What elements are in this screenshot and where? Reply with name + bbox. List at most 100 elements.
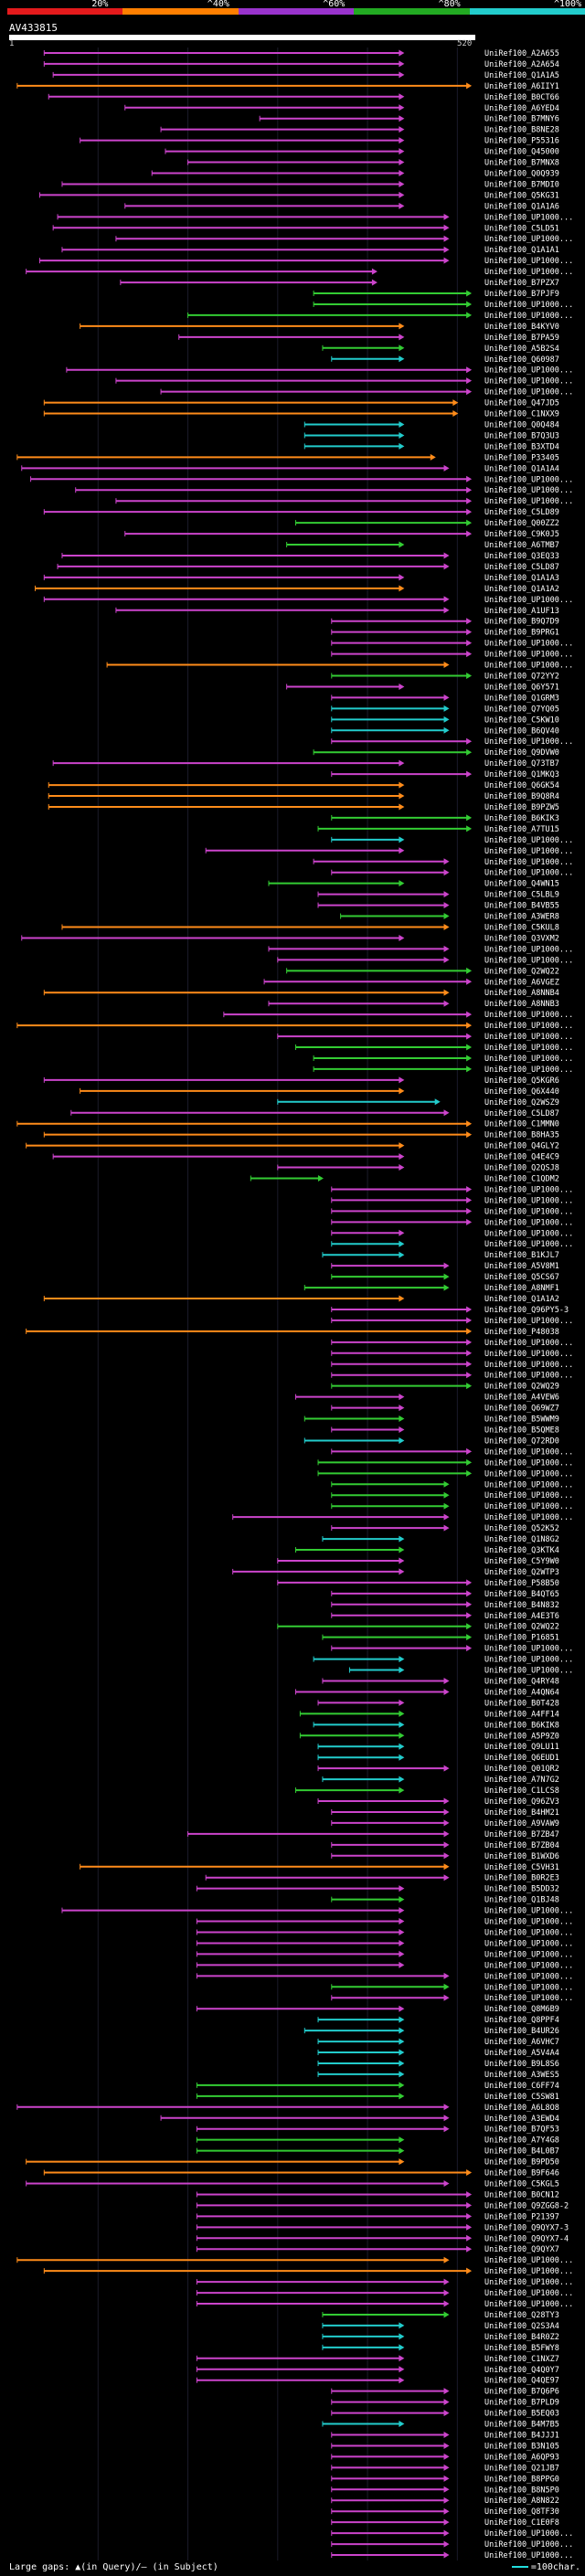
hit-label: UniRef100_UP1000... — [484, 1447, 573, 1457]
hit-arrowhead — [443, 2507, 450, 2515]
hit-label: UniRef100_C5LD89 — [484, 508, 559, 517]
hit-arrowhead — [466, 618, 473, 625]
hit-arrowhead — [466, 1055, 473, 1062]
hit-label: UniRef100_Q96ZV3 — [484, 1797, 559, 1807]
gap-legend: Large gaps: ▲(in Query)/– (in Subject) — [9, 2562, 218, 2572]
hit-label: UniRef100_UP1000... — [484, 301, 573, 310]
hit-label: UniRef100_B7PLD9 — [484, 2399, 559, 2408]
hit-label: UniRef100_A6L8O8 — [484, 2104, 559, 2113]
hit-label: UniRef100_A8NMF1 — [484, 1284, 559, 1293]
hit-arrowhead — [399, 836, 405, 843]
hit-label: UniRef100_UP1000... — [484, 737, 573, 747]
hit-label: UniRef100_Q7YQ05 — [484, 705, 559, 714]
hit-arrowhead — [443, 2551, 450, 2559]
scale-segment — [354, 8, 470, 15]
hit-arrowhead — [399, 803, 405, 811]
hit-arrowhead — [399, 585, 405, 592]
hit-arrowhead — [466, 1372, 473, 1379]
hit-label: UniRef100_UP1000... — [484, 956, 573, 965]
hit-label: UniRef100_B5QME8 — [484, 1426, 559, 1436]
hit-label: UniRef100_B6KIK3 — [484, 814, 559, 823]
hit-arrowhead — [399, 1754, 405, 1761]
hit-arrowhead — [443, 2180, 450, 2187]
hit-arrowhead — [466, 640, 473, 647]
scale-label: 20% — [91, 0, 109, 9]
hit-arrowhead — [399, 93, 405, 101]
hit-arrowhead — [466, 1022, 473, 1029]
hit-label: UniRef100_Q2WQ22 — [484, 1623, 559, 1632]
hit-label: UniRef100_A3EWD4 — [484, 2115, 559, 2124]
hit-arrowhead — [443, 694, 450, 701]
hit-arrowhead — [466, 1196, 473, 1203]
hit-arrowhead — [443, 924, 450, 930]
hit-label: UniRef100_UP1000... — [484, 1065, 573, 1075]
hit-arrowhead — [466, 475, 473, 482]
hit-label: UniRef100_UP1000... — [484, 1229, 573, 1238]
hit-label: UniRef100_UP1000... — [484, 475, 573, 484]
hit-label: UniRef100_B7PJF9 — [484, 290, 559, 299]
hit-arrowhead — [443, 2125, 450, 2133]
hit-label: UniRef100_A5V8M1 — [484, 1262, 559, 1271]
hit-label: UniRef100_B4N832 — [484, 1601, 559, 1610]
hit-label: UniRef100_Q0Q484 — [484, 421, 559, 430]
hit-label: UniRef100_A2A655 — [484, 49, 559, 58]
hit-label: UniRef100_UP1000... — [484, 1491, 573, 1500]
hit-arrowhead — [434, 1098, 441, 1106]
hit-arrowhead — [399, 1535, 405, 1542]
hit-arrowhead — [443, 1874, 450, 1882]
hit-label: UniRef100_A4VEW6 — [484, 1394, 559, 1403]
hit-label: UniRef100_Q4Q0Y7 — [484, 2366, 559, 2375]
hit-label: UniRef100_UP1000... — [484, 2256, 573, 2265]
hit-label: UniRef100_Q1A1A4 — [484, 464, 559, 473]
hit-arrowhead — [466, 673, 473, 679]
hit-arrowhead — [443, 2278, 450, 2285]
hit-label: UniRef100_A7N7G2 — [484, 1776, 559, 1785]
hit-label: UniRef100_UP1000... — [484, 377, 573, 387]
hit-arrowhead — [399, 683, 405, 690]
hit-arrowhead — [466, 1579, 473, 1586]
hit-label: UniRef100_C1QDM2 — [484, 1175, 559, 1184]
hit-label: UniRef100_UP1000... — [484, 836, 573, 845]
hit-arrowhead — [399, 574, 405, 581]
hit-label: UniRef100_P33405 — [484, 453, 559, 462]
hit-arrowhead — [399, 781, 405, 789]
hit-label: UniRef100_UP1000... — [484, 1907, 573, 1916]
hit-label: UniRef100_Q4GLY2 — [484, 1142, 559, 1151]
hit-arrowhead — [466, 2212, 473, 2220]
hit-arrowhead — [466, 1218, 473, 1225]
hit-label: UniRef100_B7QF53 — [484, 2125, 559, 2135]
hit-label: UniRef100_B5WWM9 — [484, 1415, 559, 1425]
hit-label: UniRef100_UP1000... — [484, 1350, 573, 1359]
hit-arrowhead — [399, 2158, 405, 2166]
hit-arrowhead — [443, 891, 450, 898]
hit-arrowhead — [443, 1972, 450, 1979]
hit-arrowhead — [399, 2060, 405, 2067]
hit-label: UniRef100_Q1A1A6 — [484, 202, 559, 211]
hit-arrowhead — [399, 1699, 405, 1706]
hit-arrowhead — [399, 1732, 405, 1739]
hit-label: UniRef100_UP1000... — [484, 1950, 573, 1959]
hit-arrowhead — [443, 913, 450, 920]
hit-label: UniRef100_A8NNB4 — [484, 989, 559, 998]
hit-label: UniRef100_UP1000... — [484, 1502, 573, 1511]
hit-arrowhead — [399, 2136, 405, 2144]
hit-label: UniRef100_B4M7B5 — [484, 2421, 559, 2430]
hit-arrowhead — [443, 2410, 450, 2417]
hit-label: UniRef100_B4R0Z2 — [484, 2333, 559, 2342]
hit-arrowhead — [399, 1076, 405, 1084]
hit-label: UniRef100_Q21JB7 — [484, 2464, 559, 2473]
query-start-pos: 1 — [9, 39, 15, 48]
hit-label: UniRef100_B5DD32 — [484, 1885, 559, 1894]
hit-arrowhead — [466, 312, 473, 319]
hit-arrowhead — [466, 2169, 473, 2177]
hit-label: UniRef100_B8HA35 — [484, 1131, 559, 1140]
hit-label: UniRef100_B0CN12 — [484, 2190, 559, 2200]
hit-arrowhead — [399, 1710, 405, 1717]
hit-label: UniRef100_Q96PY5-3 — [484, 1306, 569, 1315]
scale-label: ^100% — [554, 0, 582, 9]
hit-label: UniRef100_A6TMB7 — [484, 541, 559, 550]
hit-label: UniRef100_A9VAW9 — [484, 1819, 559, 1829]
hit-label: UniRef100_B7Q3U3 — [484, 431, 559, 440]
scale-swatch-icon — [511, 2566, 528, 2568]
hit-label: UniRef100_UP1000... — [484, 1480, 573, 1489]
